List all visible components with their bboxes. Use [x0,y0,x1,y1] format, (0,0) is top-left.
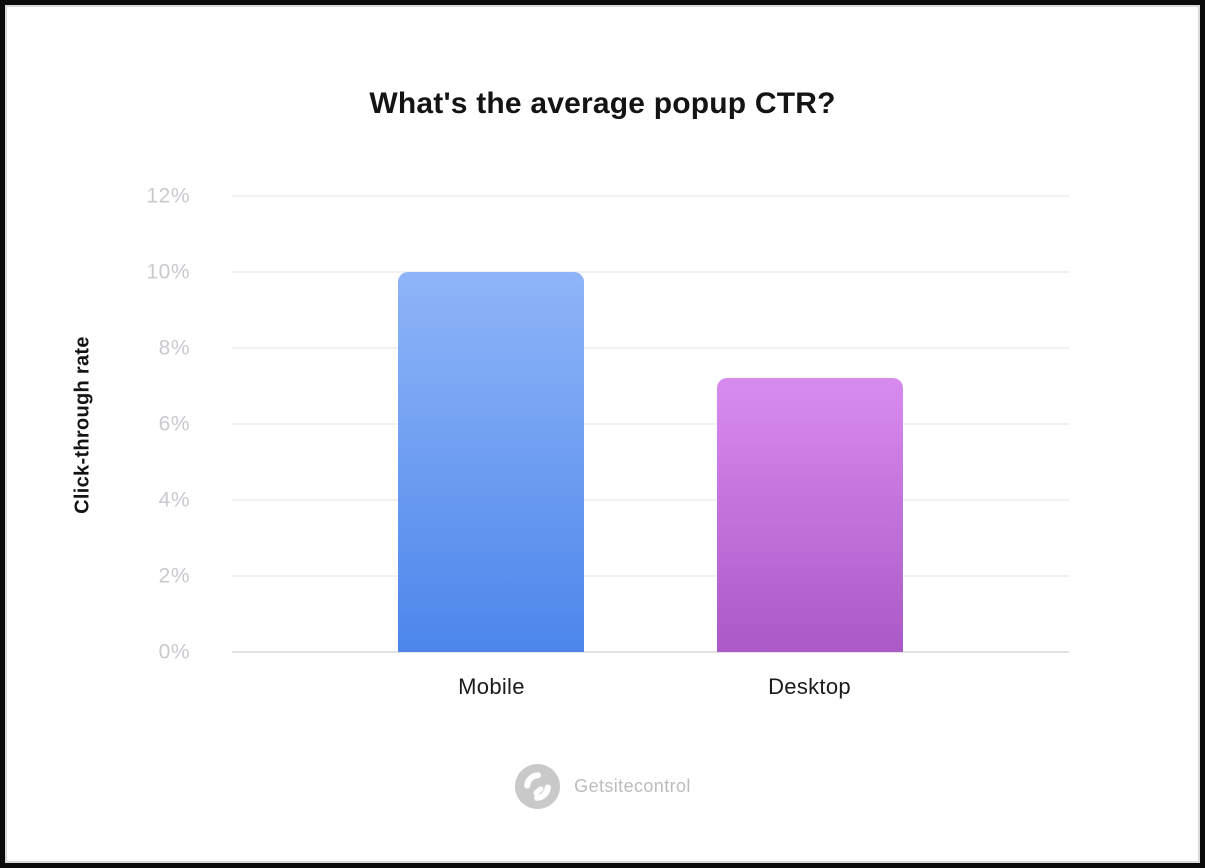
y-tick-label: 12% [146,184,190,208]
y-tick-label: 10% [146,260,190,284]
x-category-label: Desktop [768,674,851,699]
brand-name: Getsitecontrol [574,776,691,796]
bar-chart-plot: 0% 2% 4% 6% 8% 10% 12% Mobile Desktop [146,186,1069,699]
brand-footer: Getsitecontrol [5,763,1200,810]
gridline [232,575,1069,578]
x-category-label: Mobile [458,674,525,699]
getsitecontrol-logo-icon [514,763,561,810]
y-tick-label: 6% [158,412,190,436]
gridline [232,271,1069,273]
y-axis-title: Click-through rate [71,336,94,514]
gridline [232,651,1069,653]
gridline [232,347,1069,350]
bar-mobile [398,272,585,652]
gridline [232,423,1069,425]
bar-desktop [716,378,903,652]
y-tick-label: 4% [158,488,190,512]
gridline [232,195,1069,197]
y-tick-label: 0% [158,640,190,664]
gridline [232,499,1069,502]
y-tick-label: 8% [158,336,190,360]
y-tick-label: 2% [158,564,190,588]
chart-title: What's the average popup CTR? [369,87,836,120]
